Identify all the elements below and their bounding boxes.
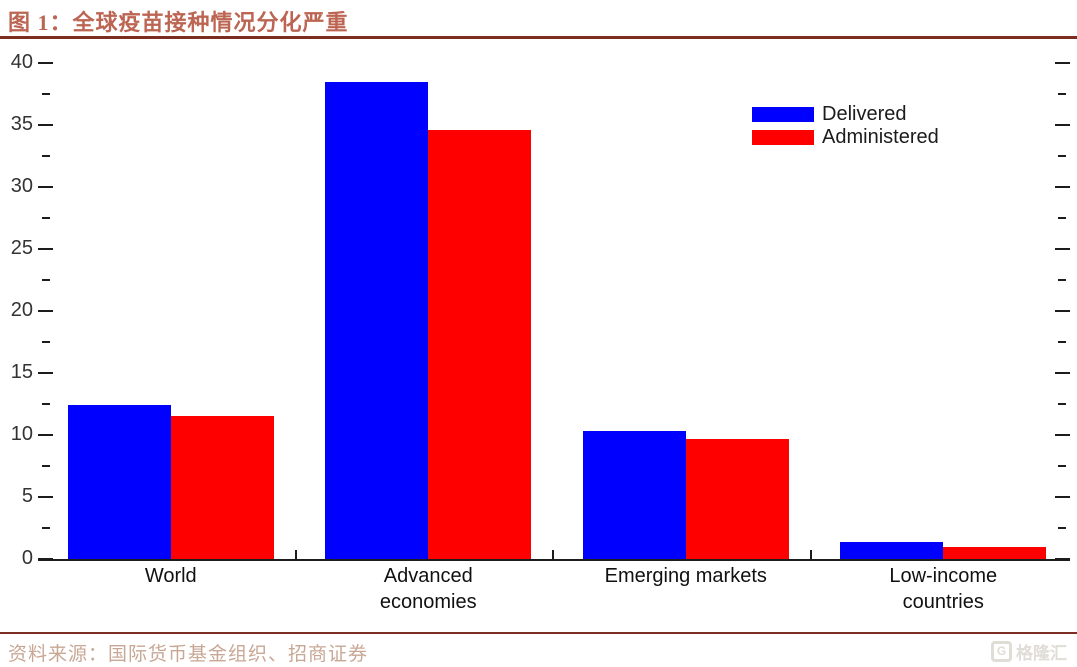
legend-swatch-administered — [752, 130, 814, 145]
legend-item-delivered: Delivered — [752, 103, 939, 125]
y-axis-tick-left — [38, 496, 53, 498]
source-note: 资料来源：国际货币基金组织、招商证券 — [8, 644, 369, 665]
y-axis-tick-right — [1055, 310, 1070, 312]
y-axis-tick-left — [38, 124, 53, 126]
legend-swatch-delivered — [752, 107, 814, 122]
bar-administered-advanced-economies — [428, 129, 532, 559]
y-axis-tick-right — [1055, 186, 1070, 188]
y-axis-tick-left — [42, 527, 50, 529]
category-label-line: Emerging markets — [604, 565, 767, 587]
watermark-logo: G 格隆汇 — [991, 639, 1067, 664]
y-axis-label: 5 — [21, 485, 33, 507]
y-axis-tick-right — [1055, 62, 1070, 64]
y-axis-tick-left — [38, 372, 53, 374]
y-axis-tick-right — [1055, 496, 1070, 498]
y-axis-label: 10 — [10, 423, 33, 445]
legend-label-administered: Administered — [822, 126, 939, 148]
bar-administered-low-income-countries — [943, 546, 1047, 559]
category-label: Emerging markets — [558, 563, 814, 589]
y-axis-label: 30 — [10, 175, 33, 197]
y-axis-tick-right — [1058, 341, 1066, 343]
y-axis-tick-left — [38, 558, 53, 560]
watermark-text: 格隆汇 — [1016, 644, 1067, 663]
chart-legend: Delivered Administered — [752, 103, 939, 151]
category-label: Low-income countries — [815, 563, 1071, 615]
figure-title: 图 1：全球疫苗接种情况分化严重 — [8, 10, 349, 35]
x-axis-tick — [294, 550, 297, 559]
y-axis-tick-right — [1058, 217, 1066, 219]
y-axis-label: 25 — [10, 237, 33, 259]
y-axis-tick-right — [1058, 403, 1066, 405]
legend-item-administered: Administered — [752, 126, 939, 148]
y-axis-tick-right — [1058, 527, 1066, 529]
gelonghui-g-icon: G — [991, 641, 1012, 662]
category-label-line: World — [144, 565, 197, 587]
y-axis-tick-right — [1058, 465, 1066, 467]
category-label-line: countries — [902, 591, 984, 613]
y-axis-label: 40 — [10, 51, 33, 73]
footer-divider-line — [0, 632, 1077, 634]
y-axis-tick-right — [1058, 93, 1066, 95]
bar-administered-emerging-markets — [685, 438, 789, 559]
legend-label-delivered: Delivered — [822, 103, 907, 125]
y-axis-label: 15 — [10, 361, 33, 383]
bar-delivered-low-income-countries — [840, 541, 944, 559]
category-label: Advanced economies — [300, 563, 556, 615]
category-label-line: economies — [379, 591, 477, 613]
y-axis-label: 20 — [10, 299, 33, 321]
x-axis-line — [38, 559, 1070, 561]
bar-chart: 0 5 10 15 20 25 30 35 40 World Advanced economies Em… — [0, 40, 1077, 635]
title-divider-line — [0, 36, 1077, 39]
y-axis-tick-left — [38, 186, 53, 188]
y-axis-tick-left — [42, 279, 50, 281]
category-label: World — [43, 563, 299, 589]
y-axis-tick-right — [1058, 279, 1066, 281]
y-axis-tick-left — [42, 93, 50, 95]
y-axis-tick-right — [1055, 372, 1070, 374]
y-axis-tick-left — [38, 310, 53, 312]
y-axis-tick-left — [38, 434, 53, 436]
x-axis-tick — [809, 550, 812, 559]
y-axis-label: 0 — [21, 547, 33, 569]
y-axis-tick-right — [1058, 155, 1066, 157]
category-label-line: Low-income — [889, 565, 998, 587]
x-axis-tick — [552, 550, 554, 559]
y-axis-tick-right — [1055, 248, 1070, 250]
y-axis-label: 35 — [10, 113, 33, 135]
y-axis-tick-left — [42, 465, 50, 467]
y-axis-tick-left — [42, 403, 50, 405]
y-axis-tick-left — [42, 155, 50, 157]
y-axis-tick-left — [42, 341, 50, 343]
y-axis-tick-left — [42, 217, 50, 219]
bar-delivered-advanced-economies — [325, 81, 429, 559]
y-axis-tick-right — [1055, 558, 1070, 560]
bar-delivered-emerging-markets — [582, 431, 686, 559]
y-axis-tick-right — [1055, 124, 1070, 126]
y-axis-tick-left — [38, 248, 53, 250]
bar-administered-world — [170, 416, 274, 559]
category-label-line: Advanced — [383, 565, 473, 587]
y-axis-tick-right — [1055, 434, 1070, 436]
bar-delivered-world — [67, 405, 171, 559]
y-axis-tick-left — [38, 62, 53, 64]
